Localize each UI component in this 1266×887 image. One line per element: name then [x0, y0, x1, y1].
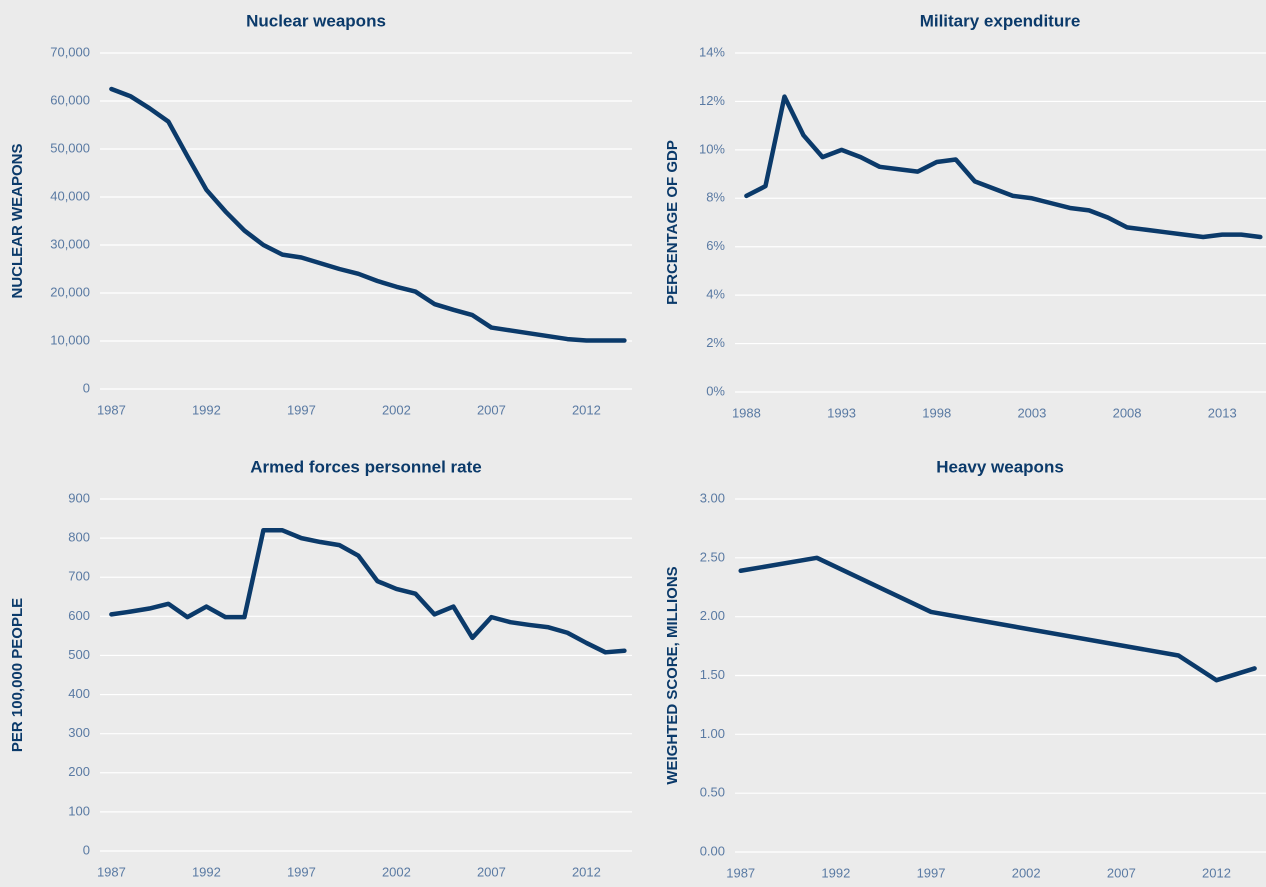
x-tick-label: 1987	[97, 864, 126, 879]
y-tick-label: 700	[68, 569, 90, 584]
x-tick-label: 1992	[821, 865, 850, 880]
y-tick-label: 600	[68, 608, 90, 623]
x-tick-label: 2003	[1017, 405, 1046, 420]
x-tick-label: 1992	[192, 864, 221, 879]
y-tick-label: 0.00	[700, 843, 725, 858]
x-tick-label: 2007	[1107, 865, 1136, 880]
x-tick-label: 2002	[382, 402, 411, 417]
y-tick-label: 100	[68, 803, 90, 818]
x-tick-label: 2008	[1113, 405, 1142, 420]
y-tick-label: 6%	[706, 238, 725, 253]
y-tick-label: 400	[68, 686, 90, 701]
panel-title: Military expenditure	[920, 11, 1081, 30]
x-tick-label: 1998	[922, 405, 951, 420]
y-tick-label: 0	[83, 842, 90, 857]
data-line	[109, 86, 627, 343]
y-tick-label: 2.00	[700, 608, 725, 623]
y-tick-label: 10,000	[50, 332, 90, 347]
y-tick-label: 800	[68, 530, 90, 545]
y-tick-label: 20,000	[50, 284, 90, 299]
y-tick-label: 200	[68, 764, 90, 779]
x-tick-label: 1988	[732, 405, 761, 420]
panel: Nuclear weapons NUCLEAR WEAPONS 0 10,000 20,…	[9, 11, 632, 417]
y-tick-label: 60,000	[50, 92, 90, 107]
y-tick-label: 1.00	[700, 726, 725, 741]
x-tick-label: 1997	[287, 402, 316, 417]
y-tick-label: 1.50	[700, 667, 725, 682]
x-tick-label: 1987	[726, 865, 755, 880]
data-line	[109, 528, 627, 655]
y-axis-label: PER 100,000 PEOPLE	[9, 598, 26, 752]
x-tick-label: 2007	[477, 402, 506, 417]
y-tick-label: 900	[68, 490, 90, 505]
panel-title: Nuclear weapons	[246, 11, 386, 30]
y-tick-label: 30,000	[50, 236, 90, 251]
x-tick-label: 1993	[827, 405, 856, 420]
data-line	[744, 94, 1263, 240]
x-tick-label: 1997	[287, 864, 316, 879]
panel-title: Armed forces personnel rate	[250, 457, 481, 476]
x-tick-label: 2012	[572, 864, 601, 879]
y-tick-label: 40,000	[50, 188, 90, 203]
panel-title: Heavy weapons	[936, 457, 1064, 476]
x-tick-label: 2012	[1202, 865, 1231, 880]
panel: Armed forces personnel rate PER 100,000 P…	[9, 457, 632, 879]
y-tick-label: 4%	[706, 287, 725, 302]
y-axis-label: PERCENTAGE OF GDP	[664, 140, 681, 305]
x-tick-label: 1987	[97, 402, 126, 417]
y-tick-label: 10%	[699, 141, 725, 156]
y-axis-label: NUCLEAR WEAPONS	[9, 143, 26, 298]
y-axis-label: WEIGHTED SCORE, MILLIONS	[664, 566, 681, 784]
y-tick-label: 50,000	[50, 140, 90, 155]
x-tick-label: 2002	[1012, 865, 1041, 880]
y-tick-label: 2%	[706, 335, 725, 350]
x-tick-label: 1992	[192, 402, 221, 417]
y-tick-label: 2.50	[700, 549, 725, 564]
data-line	[738, 555, 1257, 683]
y-tick-label: 3.00	[700, 490, 725, 505]
y-tick-label: 0%	[706, 383, 725, 398]
x-tick-label: 2002	[382, 864, 411, 879]
x-tick-label: 2007	[477, 864, 506, 879]
x-tick-label: 2013	[1208, 405, 1237, 420]
y-tick-label: 0	[83, 380, 90, 395]
y-tick-label: 12%	[699, 93, 725, 108]
y-tick-label: 300	[68, 725, 90, 740]
x-tick-label: 2012	[572, 402, 601, 417]
y-tick-label: 500	[68, 647, 90, 662]
y-tick-label: 8%	[706, 190, 725, 205]
y-tick-label: 70,000	[50, 44, 90, 59]
panel: Heavy weapons WEIGHTED SCORE, MILLIONS 0.0…	[664, 457, 1266, 880]
x-tick-label: 1997	[917, 865, 946, 880]
y-tick-label: 14%	[699, 44, 725, 59]
y-tick-label: 0.50	[700, 785, 725, 800]
panel: Military expenditure PERCENTAGE OF GDP 0% 2…	[664, 11, 1266, 420]
